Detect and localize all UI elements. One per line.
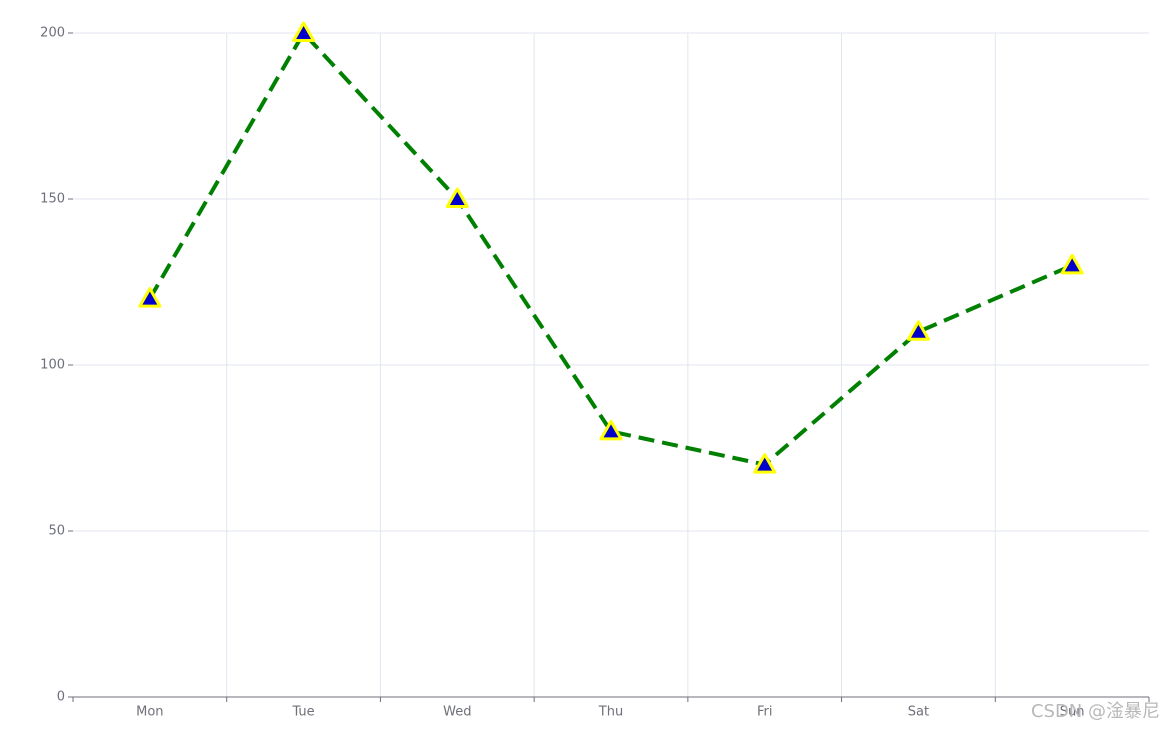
- y-tick-label: 0: [57, 690, 65, 705]
- x-tick-label: Fri: [757, 705, 773, 720]
- x-tick-label: Tue: [291, 705, 314, 720]
- marker: [138, 287, 162, 308]
- marker: [445, 187, 469, 208]
- x-tick-label: Thu: [598, 705, 623, 720]
- y-tick-label: 100: [40, 358, 65, 373]
- marker: [906, 320, 930, 341]
- watermark: CSDN @淦暴尼: [1031, 701, 1160, 722]
- marker: [599, 419, 623, 441]
- marker: [1060, 253, 1084, 275]
- x-tick-label: Sun: [1060, 705, 1085, 720]
- marker: [292, 21, 316, 42]
- line: [148, 29, 1073, 467]
- x-tick-label: Wed: [443, 705, 471, 720]
- x-tick-label: Sat: [908, 705, 929, 720]
- y-tick-label: 200: [40, 26, 65, 41]
- y-tick-label: 150: [40, 192, 65, 207]
- y-tick-label: 50: [48, 524, 65, 539]
- x-tick-label: Mon: [136, 705, 163, 720]
- marker: [753, 453, 777, 474]
